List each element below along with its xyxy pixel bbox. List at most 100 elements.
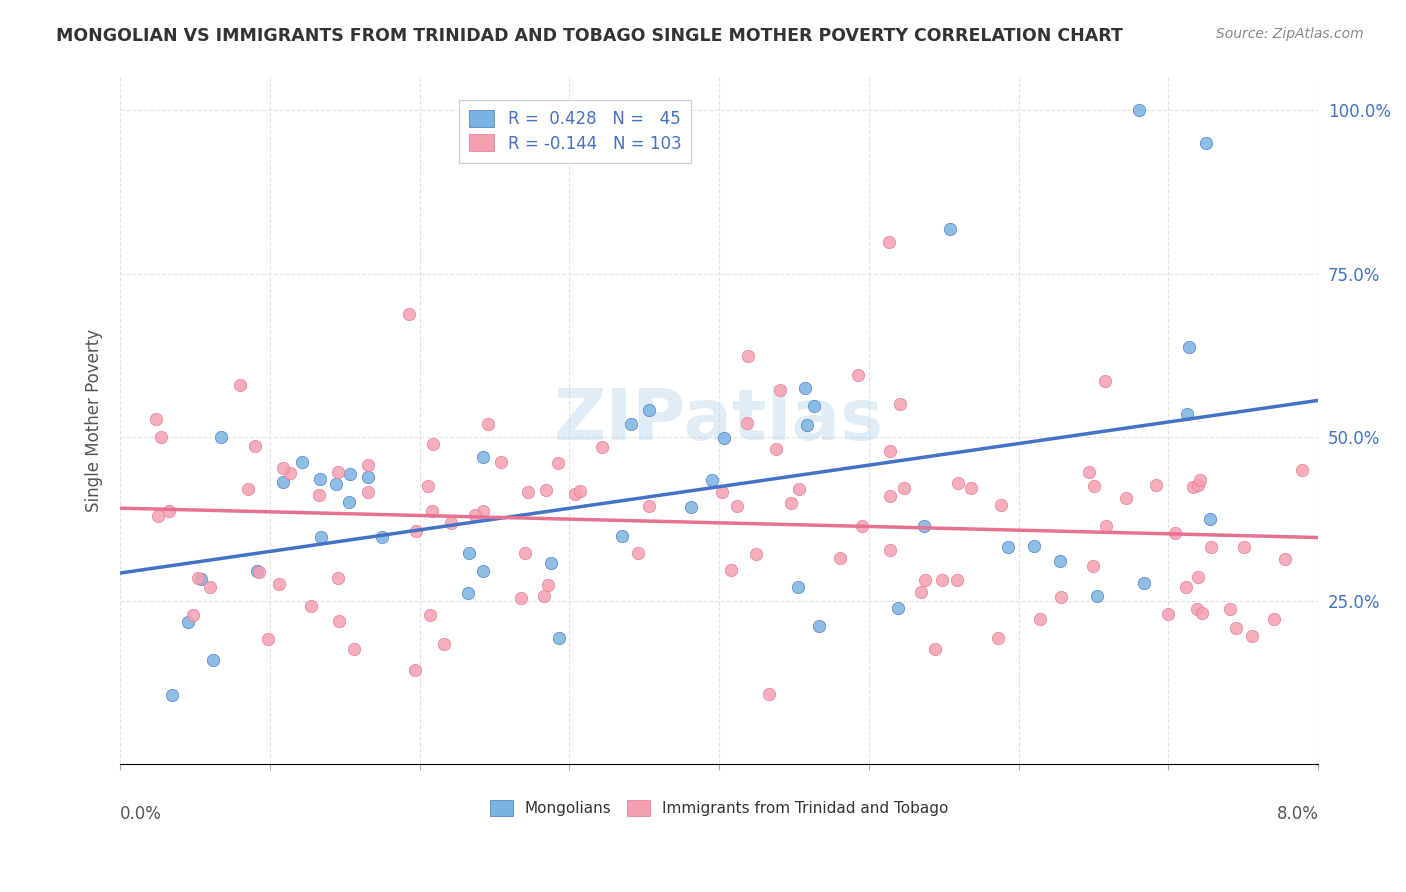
Point xyxy=(534,483,557,498)
Point xyxy=(398,307,420,321)
Point xyxy=(879,490,901,504)
Point xyxy=(472,564,495,578)
Point xyxy=(889,397,911,411)
Point xyxy=(769,383,792,397)
Point xyxy=(209,430,232,444)
Point xyxy=(1195,136,1218,150)
Point xyxy=(887,600,910,615)
Point xyxy=(202,653,225,667)
Y-axis label: Single Mother Poverty: Single Mother Poverty xyxy=(86,329,103,512)
Point xyxy=(1187,570,1209,584)
Point xyxy=(357,484,380,499)
Point xyxy=(948,475,970,490)
Point xyxy=(1164,526,1187,541)
Point xyxy=(187,571,209,585)
Point xyxy=(246,564,269,578)
Point xyxy=(803,400,825,414)
Point xyxy=(786,580,808,594)
Point xyxy=(422,504,444,518)
Point xyxy=(1225,621,1247,635)
Text: Source: ZipAtlas.com: Source: ZipAtlas.com xyxy=(1216,27,1364,41)
Point xyxy=(1181,480,1204,494)
Point xyxy=(1175,580,1198,594)
Text: ZIPatlas: ZIPatlas xyxy=(554,386,884,455)
Point xyxy=(308,487,330,501)
Point xyxy=(910,585,932,599)
Point xyxy=(176,615,198,629)
Point xyxy=(513,546,536,560)
Point xyxy=(1178,340,1201,354)
Point xyxy=(181,607,204,622)
Point xyxy=(328,614,350,628)
Point xyxy=(1199,540,1222,554)
Point xyxy=(540,557,562,571)
Point xyxy=(1263,612,1285,626)
Point xyxy=(1083,559,1105,574)
Point xyxy=(339,467,361,482)
Point xyxy=(471,504,494,518)
Point xyxy=(405,524,427,539)
Point xyxy=(1029,611,1052,625)
Point xyxy=(990,498,1012,512)
Point xyxy=(1274,552,1296,566)
Point xyxy=(931,573,953,587)
Point xyxy=(1219,601,1241,615)
Point xyxy=(404,664,426,678)
Point xyxy=(548,631,571,645)
Point xyxy=(1157,607,1180,621)
Point xyxy=(793,381,815,395)
Point xyxy=(851,519,873,533)
Point xyxy=(737,350,759,364)
Point xyxy=(1233,541,1256,555)
Point xyxy=(198,581,221,595)
Point xyxy=(440,516,463,530)
Point xyxy=(914,573,936,587)
Point xyxy=(1199,512,1222,526)
Point xyxy=(419,607,441,622)
Point xyxy=(848,368,870,382)
Point xyxy=(765,442,787,456)
Point xyxy=(457,586,479,600)
Point xyxy=(924,642,946,657)
Point xyxy=(1291,463,1313,477)
Point xyxy=(725,499,748,513)
Text: 8.0%: 8.0% xyxy=(1277,805,1319,823)
Point xyxy=(229,377,252,392)
Point xyxy=(702,473,724,487)
Point xyxy=(510,591,533,605)
Point xyxy=(343,641,366,656)
Point xyxy=(416,479,439,493)
Point xyxy=(458,546,481,560)
Point xyxy=(357,469,380,483)
Point xyxy=(547,456,569,470)
Point xyxy=(278,466,301,480)
Point xyxy=(245,439,267,453)
Point xyxy=(745,547,768,561)
Point xyxy=(537,578,560,592)
Point xyxy=(830,550,852,565)
Point xyxy=(1049,554,1071,568)
Point xyxy=(1022,539,1045,553)
Text: MONGOLIAN VS IMMIGRANTS FROM TRINIDAD AND TOBAGO SINGLE MOTHER POVERTY CORRELATI: MONGOLIAN VS IMMIGRANTS FROM TRINIDAD AN… xyxy=(56,27,1123,45)
Point xyxy=(568,483,591,498)
Point xyxy=(1128,103,1150,117)
Point xyxy=(612,529,634,543)
Point xyxy=(149,430,172,444)
Point xyxy=(735,417,758,431)
Point xyxy=(758,687,780,701)
Point xyxy=(1187,477,1209,491)
Text: 0.0%: 0.0% xyxy=(120,805,162,823)
Point xyxy=(247,565,270,579)
Point xyxy=(309,531,332,545)
Point xyxy=(516,484,538,499)
Legend: R =  0.428   N =   45, R = -0.144   N = 103: R = 0.428 N = 45, R = -0.144 N = 103 xyxy=(460,100,692,162)
Point xyxy=(1077,466,1099,480)
Point xyxy=(626,546,648,560)
Point xyxy=(299,599,322,613)
Point xyxy=(946,573,969,587)
Point xyxy=(620,417,643,431)
Point xyxy=(371,530,394,544)
Point xyxy=(422,437,444,451)
Point xyxy=(1050,590,1073,604)
Point xyxy=(433,637,456,651)
